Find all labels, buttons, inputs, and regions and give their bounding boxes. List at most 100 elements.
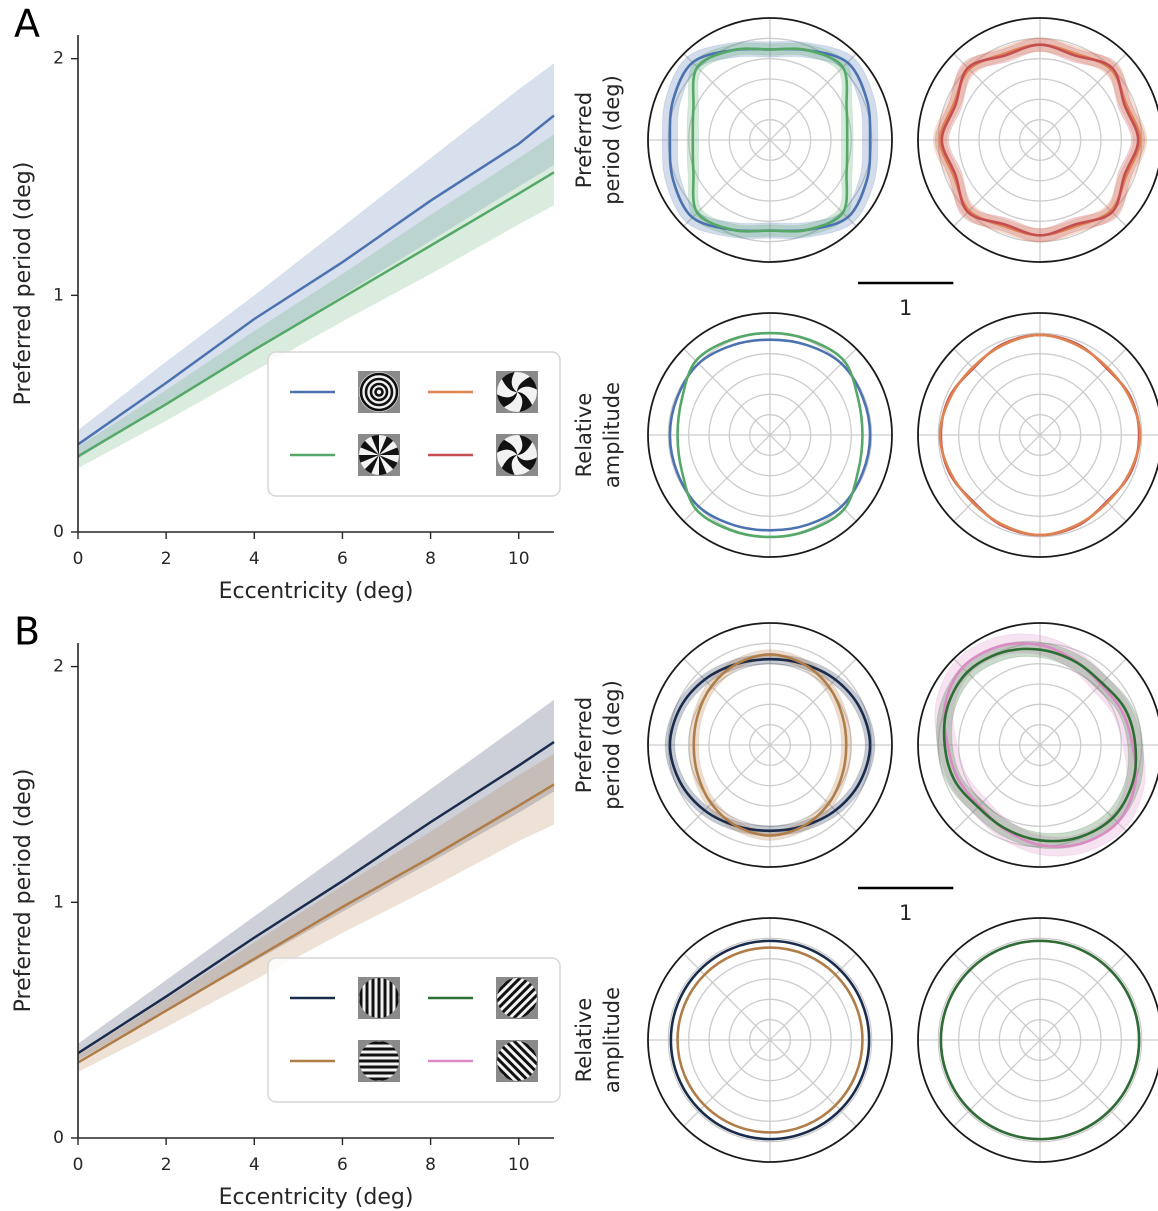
icon-stripe xyxy=(395,978,399,1018)
polar-grid-spoke xyxy=(953,658,1127,832)
panel-letter: B xyxy=(14,610,40,654)
polar-line xyxy=(668,657,872,833)
x-tick-label: 0 xyxy=(73,549,84,569)
icon-wedge xyxy=(379,455,389,475)
y-tick-label: 0 xyxy=(53,522,64,542)
y-tick-label: 2 xyxy=(53,49,64,69)
polar-line xyxy=(939,939,1141,1141)
polar-line xyxy=(669,939,871,1141)
icon-ring xyxy=(369,382,389,402)
polar-frame xyxy=(917,17,1158,263)
icon-stripe xyxy=(497,1041,537,1081)
icon-grating xyxy=(359,978,399,1018)
x-tick-label: 8 xyxy=(425,549,436,569)
icon-stripe xyxy=(498,979,537,1018)
polar-grid-spoke xyxy=(683,53,857,227)
polar-row-label: amplitude xyxy=(600,987,624,1093)
scale-bar-label: 1 xyxy=(899,296,912,320)
x-axis-label: Eccentricity (deg) xyxy=(219,579,414,604)
polar-row-label: amplitude xyxy=(600,382,624,488)
polar-row-label: period (deg) xyxy=(600,75,624,205)
x-tick-label: 2 xyxy=(161,1155,172,1175)
polar-row-label: Relative xyxy=(572,998,596,1083)
y-tick-label: 2 xyxy=(53,657,64,677)
series-line xyxy=(77,783,555,1064)
polar-frame xyxy=(647,917,893,1163)
series-line xyxy=(77,114,555,446)
polar-frame xyxy=(917,312,1158,558)
scale-bar-label: 1 xyxy=(899,901,912,925)
y-axis-label: Preferred period (deg) xyxy=(11,162,36,406)
legend-box xyxy=(267,351,561,497)
y-axis-label: Preferred period (deg) xyxy=(11,769,36,1013)
polar-frame xyxy=(917,917,1158,1163)
polar-frame xyxy=(917,622,1158,868)
polar-grid-spoke xyxy=(683,953,857,1127)
legend-icon xyxy=(496,1040,538,1082)
icon-grating xyxy=(359,1041,399,1081)
legend-icon xyxy=(358,977,400,1019)
icon-stripe xyxy=(497,1042,536,1081)
x-tick-label: 6 xyxy=(337,1155,348,1175)
icon-stripe xyxy=(497,978,537,1018)
legend-icon xyxy=(496,977,538,1019)
icon-ring xyxy=(374,387,384,397)
icon-wedge xyxy=(359,455,379,465)
icon-stripe xyxy=(359,1053,399,1057)
polar-row-label: Preferred xyxy=(572,697,596,793)
polar-line xyxy=(676,331,864,539)
icon-ring xyxy=(364,377,394,407)
x-tick-label: 2 xyxy=(161,549,172,569)
legend-icon xyxy=(358,434,400,476)
x-tick-label: 4 xyxy=(249,1155,260,1175)
x-tick-label: 0 xyxy=(73,1155,84,1175)
x-tick-label: 6 xyxy=(337,549,348,569)
polar-row-label: Relative xyxy=(572,393,596,478)
polar-row-label: period (deg) xyxy=(600,680,624,810)
polar-line xyxy=(668,338,872,532)
panel-letter: A xyxy=(14,2,40,46)
icon-stripe xyxy=(377,978,381,1018)
x-tick-label: 10 xyxy=(508,1155,530,1175)
icon-stripe xyxy=(359,1047,399,1051)
x-axis-label: Eccentricity (deg) xyxy=(219,1185,414,1210)
icon-pattern xyxy=(359,372,399,412)
icon-stripe xyxy=(359,1059,399,1063)
icon-pattern xyxy=(359,1041,399,1081)
polar-line xyxy=(692,653,848,837)
polar-band xyxy=(932,37,1148,243)
legend-icon xyxy=(358,1040,400,1082)
icon-stripe xyxy=(359,978,363,1018)
confidence-band xyxy=(78,699,554,1061)
icon-stripe xyxy=(359,1041,399,1045)
icon-wedge xyxy=(379,445,399,455)
polar-grid-spoke xyxy=(683,658,857,832)
icon-stripe xyxy=(359,1071,399,1075)
x-tick-label: 10 xyxy=(508,549,530,569)
polar-grid-spoke xyxy=(953,953,1127,1127)
polar-grid-spoke xyxy=(953,348,1127,522)
legend-box xyxy=(267,957,561,1103)
y-tick-label: 0 xyxy=(53,1128,64,1148)
icon-ring xyxy=(359,372,399,412)
polar-line xyxy=(691,47,849,233)
icon-stripe xyxy=(497,1041,537,1081)
legend-icon xyxy=(496,371,538,413)
polar-row-label: Preferred xyxy=(572,92,596,188)
polar-band xyxy=(688,649,852,841)
legend-icon xyxy=(358,371,400,413)
polar-line xyxy=(940,43,1140,237)
polar-band xyxy=(661,41,879,239)
polar-band xyxy=(664,653,876,837)
icon-wedge xyxy=(369,435,379,455)
icon-stripe xyxy=(371,978,375,1018)
icon-stripe xyxy=(365,978,369,1018)
y-tick-label: 1 xyxy=(53,892,64,912)
polar-frame xyxy=(647,17,893,263)
icon-stripe xyxy=(359,1077,399,1081)
polar-grid-spoke xyxy=(683,348,857,522)
icon-stripe xyxy=(383,978,387,1018)
icon-pattern xyxy=(359,978,399,1018)
